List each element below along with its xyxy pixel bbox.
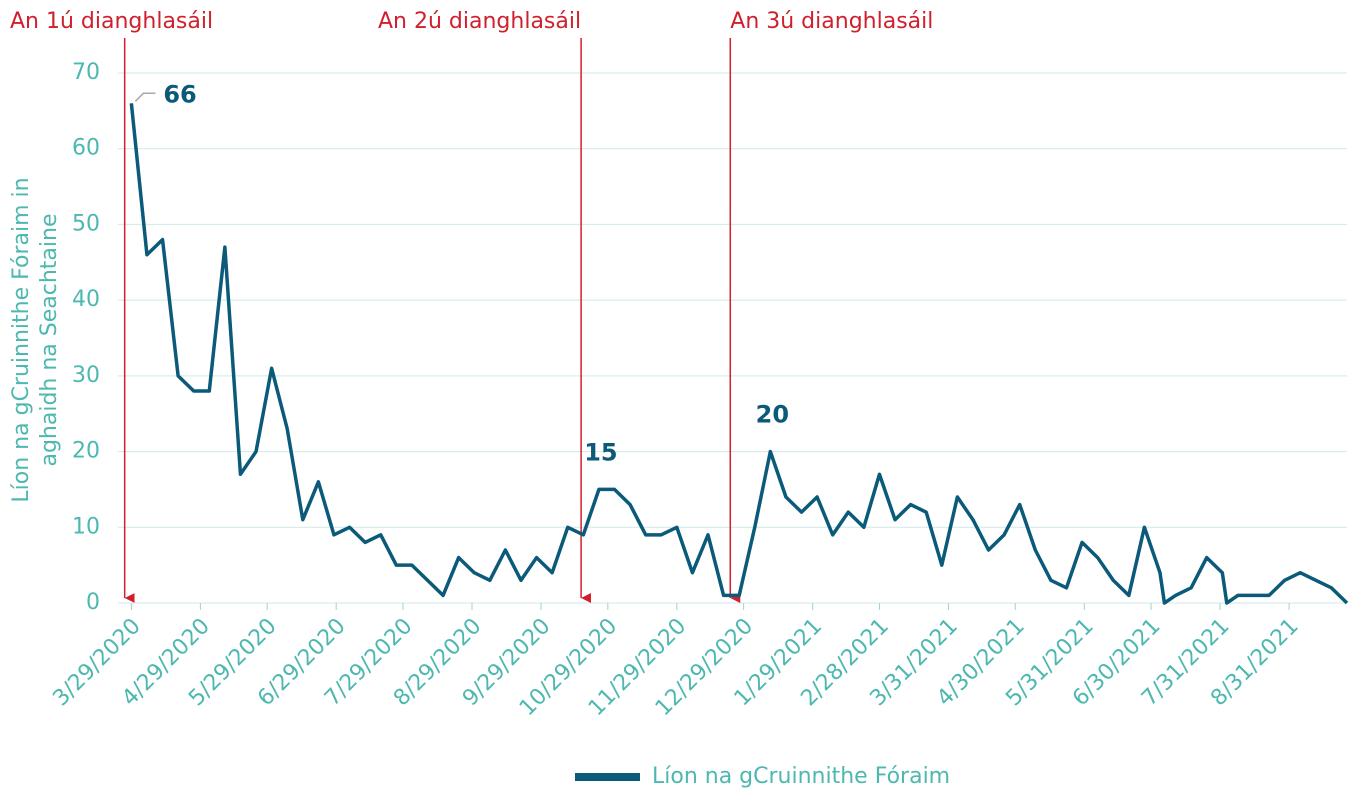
legend-swatch	[575, 773, 640, 781]
y-tick-label: 20	[72, 439, 100, 464]
data-label: 20	[756, 401, 789, 429]
y-tick-label: 30	[72, 363, 100, 388]
legend-label: Líon na gCruinnithe Fóraim	[652, 764, 950, 789]
label-leader	[134, 92, 156, 102]
y-axis-label: aghaidh na Seachtaine	[37, 213, 62, 466]
event-label: An 1ú dianghlasáil	[10, 9, 213, 34]
data-label: 15	[584, 438, 617, 466]
y-tick-label: 40	[72, 287, 100, 312]
event-label: An 2ú dianghlasáil	[378, 9, 581, 34]
data-label: 66	[163, 80, 196, 108]
event-label: An 3ú dianghlasáil	[730, 9, 933, 34]
y-axis-label: Líon na gCruinnithe Fóraim in	[9, 177, 34, 502]
data-line	[129, 103, 1349, 605]
y-tick-label: 50	[72, 211, 100, 236]
y-tick-label: 60	[72, 136, 100, 161]
y-tick-label: 10	[72, 514, 100, 539]
y-tick-label: 0	[86, 590, 100, 615]
y-tick-label: 70	[72, 60, 100, 85]
